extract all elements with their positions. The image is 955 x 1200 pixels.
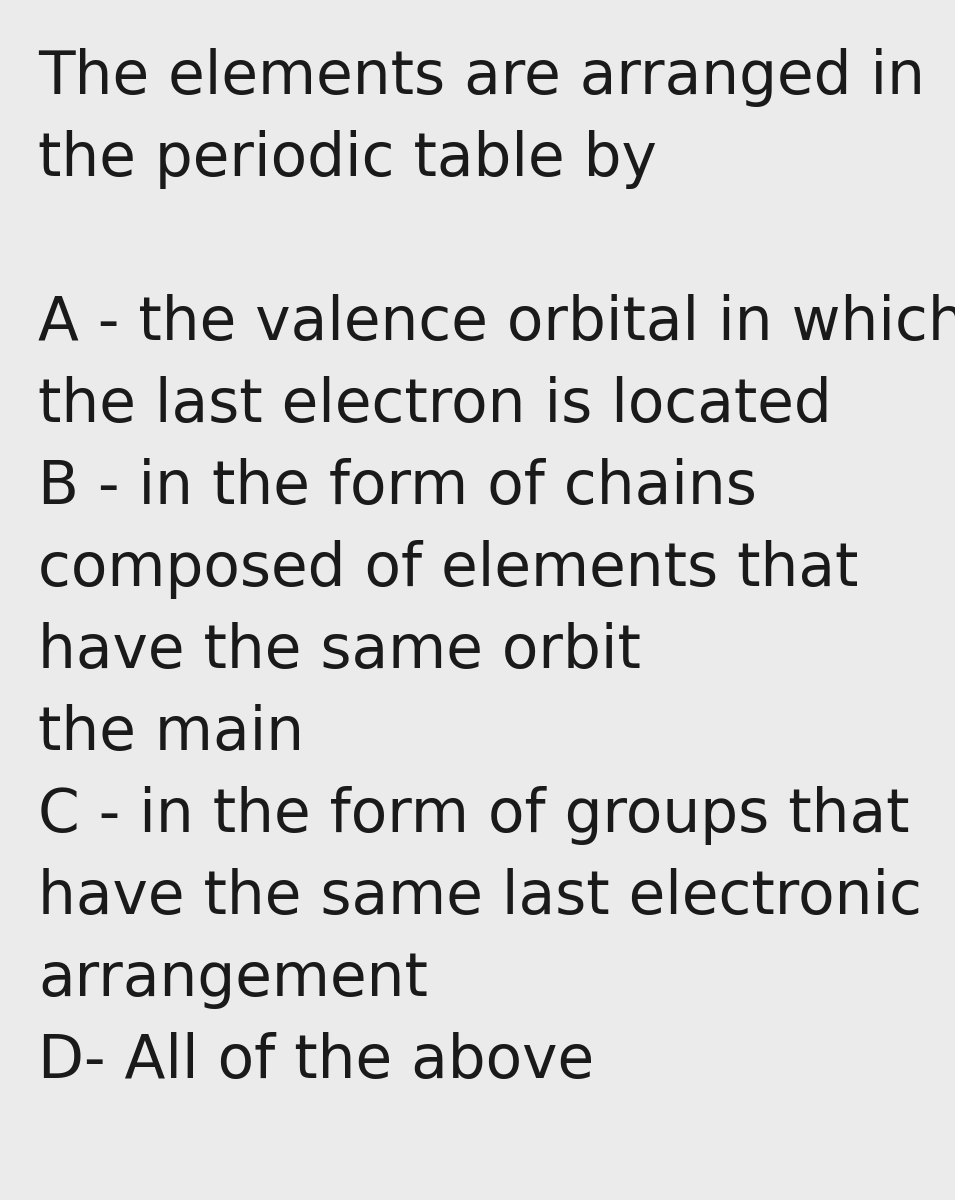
- Text: The elements are arranged in: The elements are arranged in: [38, 48, 925, 107]
- Text: arrangement: arrangement: [38, 950, 428, 1009]
- Text: have the same last electronic: have the same last electronic: [38, 868, 922, 926]
- Text: D- All of the above: D- All of the above: [38, 1032, 594, 1091]
- Text: the last electron is located: the last electron is located: [38, 376, 832, 434]
- Text: have the same orbit: have the same orbit: [38, 622, 641, 680]
- Text: C - in the form of groups that: C - in the form of groups that: [38, 786, 909, 845]
- Text: the periodic table by: the periodic table by: [38, 130, 657, 188]
- Text: A - the valence orbital in which: A - the valence orbital in which: [38, 294, 955, 353]
- Text: B - in the form of chains: B - in the form of chains: [38, 458, 757, 517]
- Text: composed of elements that: composed of elements that: [38, 540, 859, 599]
- Text: the main: the main: [38, 704, 304, 763]
